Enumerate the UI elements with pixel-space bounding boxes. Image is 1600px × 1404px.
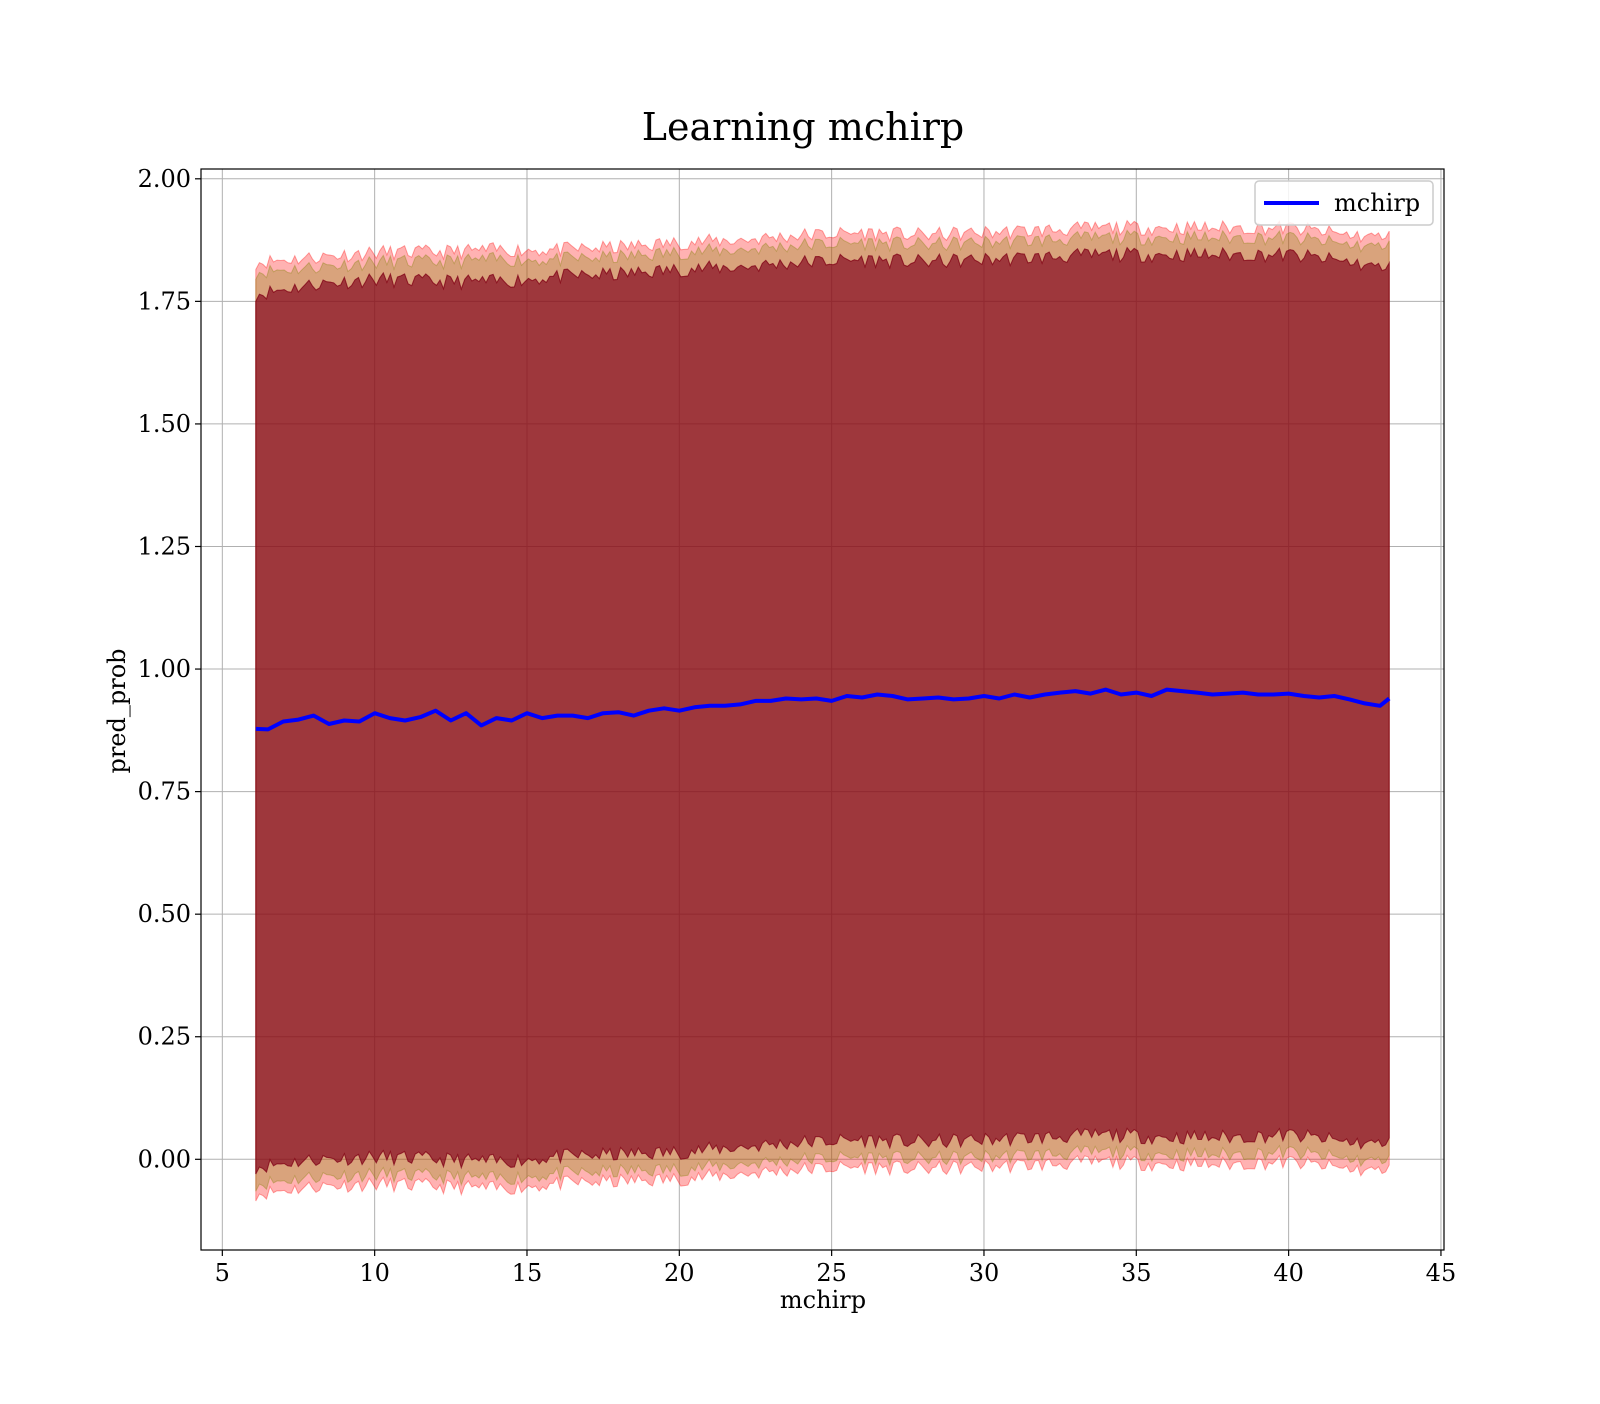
x-tick-label: 35 — [1121, 1259, 1152, 1287]
x-tick-label: 5 — [215, 1259, 230, 1287]
legend-label: mchirp — [1334, 189, 1420, 217]
series-line-mchirp — [255, 687, 1391, 732]
confidence-band — [255, 219, 1390, 1202]
plot-frame — [200, 168, 1445, 1251]
x-tick-label: 15 — [512, 1259, 543, 1287]
x-tick-label: 25 — [816, 1259, 847, 1287]
y-tick-label: 1.50 — [138, 410, 191, 438]
y-tick-label: 0.25 — [138, 1023, 191, 1051]
x-axis-label: mchirp — [780, 1286, 866, 1314]
y-tick-label: 0.75 — [138, 778, 191, 806]
legend: mchirp — [1254, 180, 1434, 226]
x-tick-label: 10 — [359, 1259, 390, 1287]
y-axis-label: pred_prob — [103, 648, 131, 773]
confidence-band — [255, 246, 1390, 1175]
y-tick-label: 1.75 — [138, 287, 191, 315]
y-tick-label: 2.00 — [138, 165, 191, 193]
confidence-band — [255, 229, 1390, 1192]
x-tick-label: 40 — [1273, 1259, 1304, 1287]
confidence-band — [255, 246, 1390, 1175]
y-tick-label: 1.25 — [138, 532, 191, 560]
x-tick-label: 30 — [969, 1259, 1000, 1287]
y-tick-label: 0.00 — [138, 1145, 191, 1173]
chart-title: Learning mchirp — [642, 105, 964, 149]
y-tick-label: 0.50 — [138, 900, 191, 928]
confidence-band — [255, 246, 1390, 1175]
x-tick-label: 45 — [1426, 1259, 1457, 1287]
x-tick-label: 20 — [664, 1259, 695, 1287]
y-tick-label: 1.00 — [138, 655, 191, 683]
